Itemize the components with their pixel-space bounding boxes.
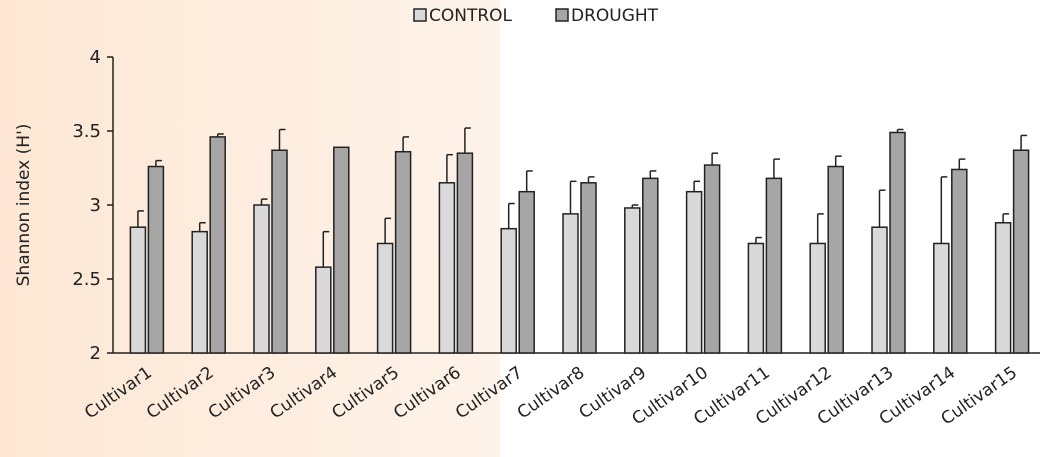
bar-control — [500, 227, 517, 354]
bar-control — [747, 242, 765, 354]
y-tick-label: 2 — [90, 343, 101, 364]
bar-drought — [1012, 149, 1030, 354]
category-label: Cultivar8 — [514, 363, 589, 424]
bar-drought — [889, 131, 906, 354]
legend-label-control: CONTROL — [429, 6, 513, 26]
bar-drought — [827, 165, 844, 354]
bar-control — [376, 242, 394, 354]
bar-control — [438, 182, 456, 354]
bar-control — [685, 190, 703, 354]
y-tick-label: 2.5 — [72, 269, 101, 290]
bar-drought — [951, 168, 968, 354]
y-tick-label: 3 — [90, 195, 101, 216]
shaded-background — [0, 0, 500, 457]
bar-drought — [271, 149, 288, 354]
bar-drought — [394, 150, 412, 354]
bar-control — [562, 213, 579, 354]
bar-drought — [456, 152, 474, 354]
bar-drought — [703, 164, 721, 354]
legend-label-drought: DROUGHT — [571, 6, 659, 26]
y-axis-title: Shannon index (H') — [14, 124, 34, 287]
bar-control — [809, 242, 826, 354]
y-tick-label: 4 — [90, 47, 101, 68]
bar-drought — [580, 182, 597, 354]
legend: CONTROL DROUGHT — [413, 6, 659, 26]
bar-drought — [765, 177, 783, 354]
bar-control — [129, 226, 147, 354]
bar-control — [933, 242, 950, 354]
bar-control — [253, 204, 270, 354]
legend-swatch-control — [413, 8, 427, 22]
bar-control — [994, 222, 1012, 354]
bar-drought — [518, 190, 535, 354]
y-tick-label: 3.5 — [72, 121, 101, 142]
legend-swatch-drought — [555, 8, 569, 22]
bar-drought — [147, 165, 165, 354]
bar-drought — [642, 177, 659, 354]
bar-drought — [333, 146, 350, 354]
bar-control — [191, 230, 208, 354]
bar-control — [315, 266, 332, 354]
bar-control — [871, 226, 888, 354]
bar-drought — [209, 136, 226, 354]
bar-control — [624, 207, 641, 354]
error-bars-group — [137, 127, 1028, 268]
